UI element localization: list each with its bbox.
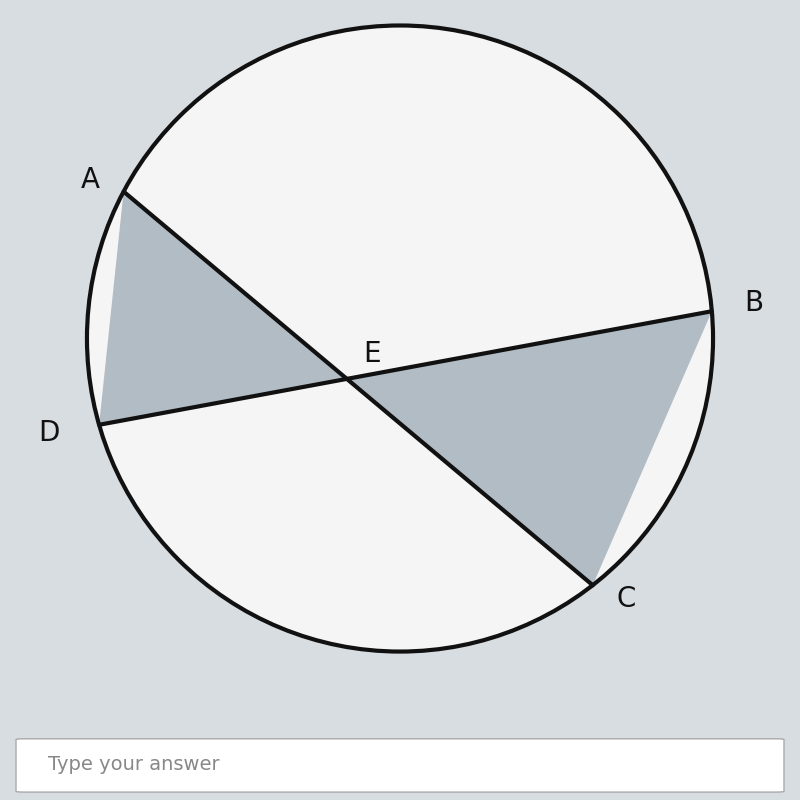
Text: D: D (38, 419, 60, 447)
Text: B: B (744, 289, 763, 317)
FancyBboxPatch shape (16, 739, 784, 792)
Polygon shape (99, 191, 347, 425)
Polygon shape (347, 311, 712, 585)
Text: E: E (363, 340, 381, 368)
Circle shape (87, 26, 713, 651)
Text: Type your answer: Type your answer (48, 754, 220, 774)
Text: C: C (616, 585, 636, 613)
Text: A: A (81, 166, 100, 194)
